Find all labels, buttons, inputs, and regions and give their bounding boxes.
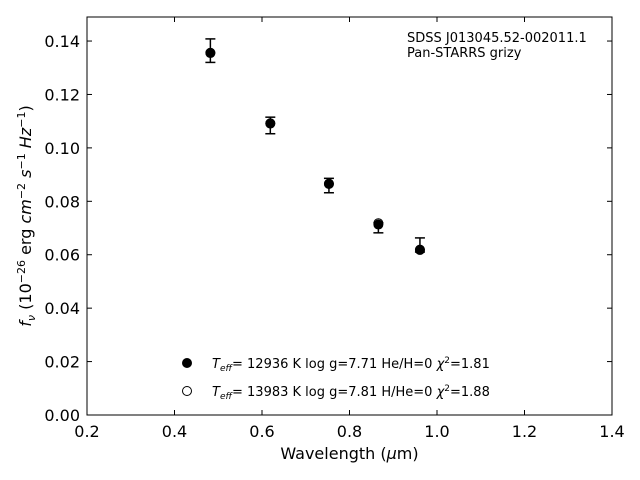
x-tick-label: 0.8 — [337, 422, 362, 441]
legend-marker — [182, 386, 192, 396]
y-tick-label: 0.12 — [44, 85, 80, 104]
legend-label: Teff= 13983 K log g=7.81 H/He=0 χ2=1.88 — [212, 384, 490, 402]
x-tick-label: 0.6 — [249, 422, 274, 441]
x-axis-label: Wavelength (μm) — [280, 444, 418, 463]
point-filled — [414, 244, 425, 255]
x-tick-label: 1.2 — [512, 422, 537, 441]
y-tick-label: 0.00 — [44, 406, 80, 425]
x-tick-label: 0.4 — [162, 422, 187, 441]
legend-label: Teff= 12936 K log g=7.71 He/H=0 χ2=1.81 — [212, 356, 490, 374]
point-filled — [323, 178, 334, 189]
point-filled — [205, 47, 216, 58]
y-axis-label: fν (10−26 erg cm−2 s−1 Hz−1) — [15, 105, 38, 326]
y-tick-label: 0.08 — [44, 192, 80, 211]
legend: Teff= 12936 K log g=7.71 He/H=0 χ2=1.81 T… — [182, 356, 490, 402]
annotation-object-name: SDSS J013045.52-002011.1 — [407, 31, 587, 46]
x-tick-label: 0.2 — [74, 422, 99, 441]
x-tick-label: 1.0 — [424, 422, 449, 441]
y-tick-label: 0.10 — [44, 139, 80, 158]
plot-frame — [86, 16, 613, 416]
annotation-survey-name: Pan-STARRS grizy — [407, 46, 522, 61]
point-filled — [265, 118, 276, 129]
y-tick-label: 0.06 — [44, 246, 80, 265]
legend-marker — [182, 358, 192, 368]
point-filled — [373, 219, 384, 230]
y-tick-label: 0.02 — [44, 353, 80, 372]
y-tick-label: 0.04 — [44, 299, 80, 318]
x-tick-label: 1.4 — [599, 422, 624, 441]
y-tick-label: 0.14 — [44, 32, 80, 51]
